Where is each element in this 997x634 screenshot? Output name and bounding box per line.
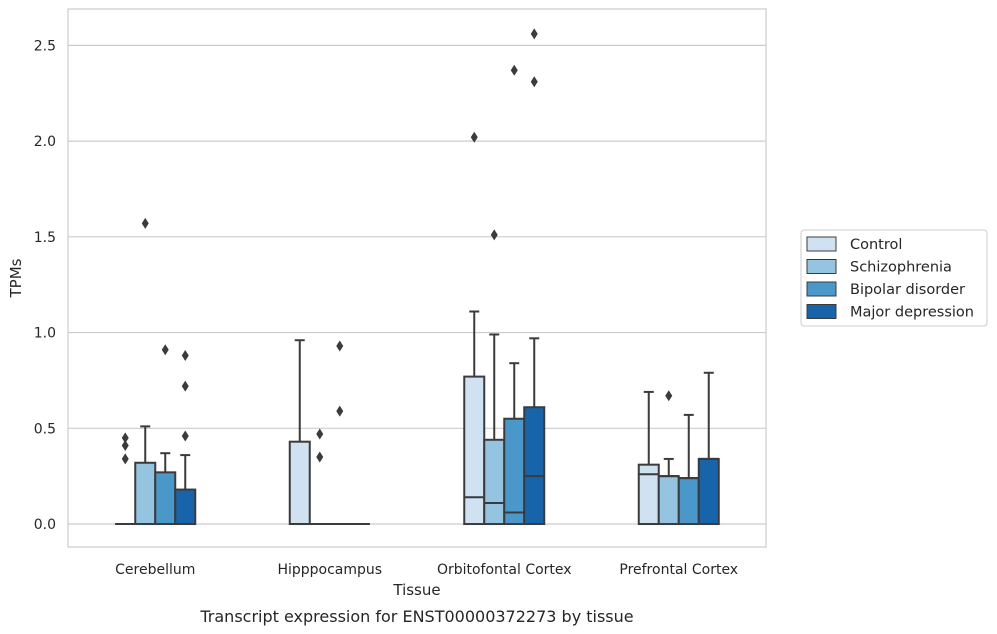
outlier-point [316, 428, 324, 440]
outlier-point [181, 380, 189, 392]
y-tick-label: 1.5 [34, 230, 56, 246]
figure-caption: Transcript expression for ENST0000037227… [199, 607, 633, 626]
outlier-point [121, 432, 129, 444]
outlier-point [530, 28, 538, 40]
legend-swatch [806, 259, 837, 274]
series-bipolar-disorder [154, 64, 700, 526]
y-tick-label: 1.0 [34, 326, 56, 342]
outlier-point [121, 440, 129, 452]
box [697, 457, 720, 526]
x-axis-ticks: Cerebellum Hipppocampus Orbitofontal Corte… [115, 562, 738, 578]
box [677, 477, 700, 526]
outlier-point [181, 350, 189, 362]
x-tick-label: Hipppocampus [277, 562, 382, 578]
box [657, 475, 680, 526]
box [174, 488, 197, 526]
outlier-point [530, 76, 538, 88]
box [154, 471, 177, 526]
y-tick-label: 2.0 [34, 134, 56, 150]
outlier-point [665, 390, 673, 402]
outlier-point [121, 453, 129, 465]
box [134, 461, 157, 526]
legend-swatch [806, 281, 837, 297]
box [463, 375, 486, 526]
gridlines [68, 44, 766, 525]
outlier-point [336, 405, 344, 417]
series-schizophrenia [134, 217, 680, 526]
outlier-point [141, 217, 149, 229]
series-major-depression [174, 28, 720, 526]
box [523, 406, 546, 526]
y-axis-ticks: 0.0 0.5 1.0 1.5 2.0 2.5 [34, 38, 56, 533]
legend-label: Control [850, 237, 902, 253]
y-tick-label: 0.5 [34, 421, 56, 437]
legend-swatch [806, 304, 837, 319]
legend-frame [800, 229, 988, 327]
box [483, 438, 506, 526]
x-tick-label: Cerebellum [115, 562, 195, 578]
outlier-point [161, 344, 169, 356]
outlier-point [510, 64, 518, 76]
x-tick-label: Prefrontal Cortex [619, 562, 738, 578]
plot-area-frame [67, 8, 767, 548]
legend-label: Major depression [850, 305, 974, 321]
box [503, 417, 526, 526]
y-tick-label: 2.5 [34, 38, 56, 54]
outlier-point [336, 340, 344, 352]
outlier-point [490, 229, 498, 241]
y-tick-label: 0.0 [34, 517, 56, 533]
series-control [115, 131, 660, 526]
outlier-point [470, 131, 478, 143]
legend-swatch [806, 236, 837, 252]
box-series [115, 28, 720, 526]
y-axis-label: TPMs [7, 258, 25, 298]
legend-label: Bipolar disorder [850, 282, 965, 298]
x-tick-label: Orbitofontal Cortex [437, 562, 572, 578]
outlier-point [181, 430, 189, 442]
x-axis-label: Tissue [392, 581, 440, 599]
legend-label: Schizophrenia [850, 260, 952, 276]
legend: Control Schizophrenia Bipolar disorder Majo… [800, 229, 988, 327]
box [288, 440, 311, 526]
outlier-point [316, 451, 324, 463]
